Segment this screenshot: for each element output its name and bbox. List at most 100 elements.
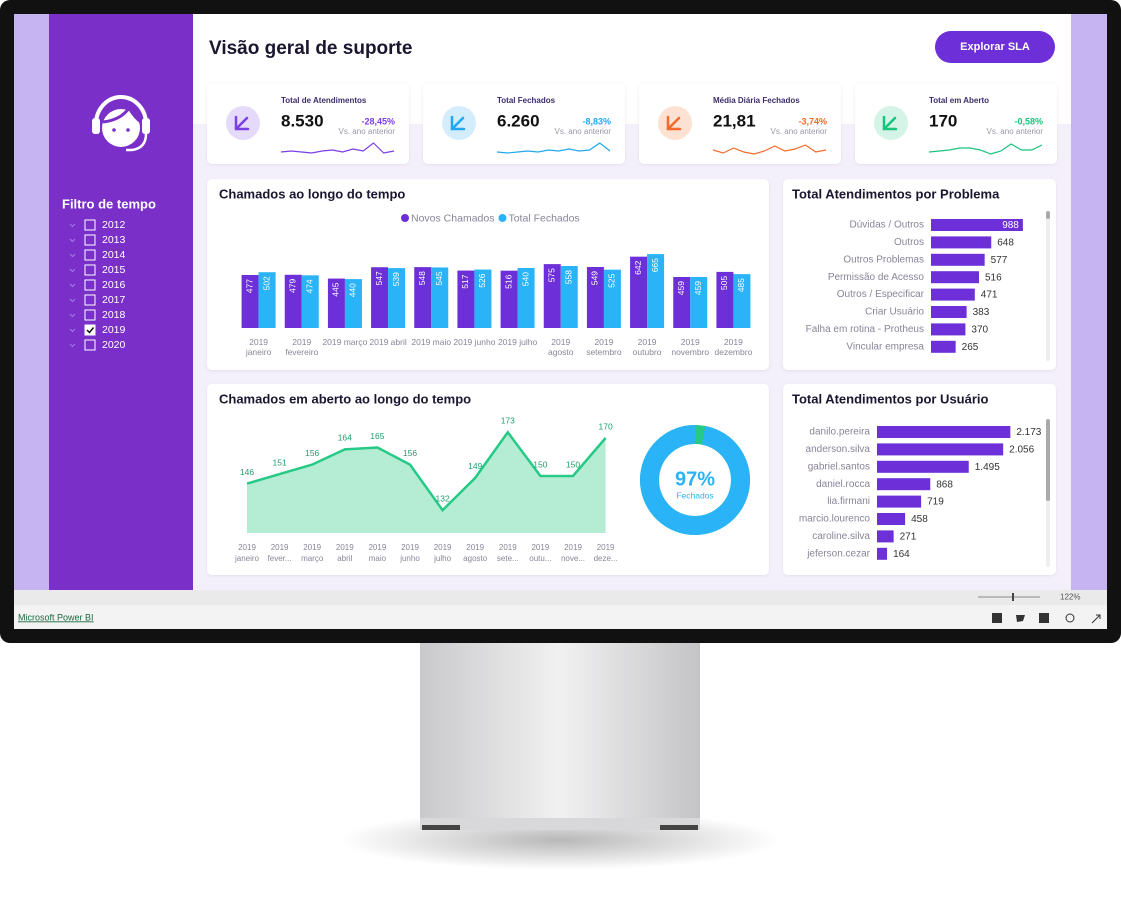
y-tick-label: Outros / Especificar: [837, 289, 925, 300]
expand-icon[interactable]: [1091, 614, 1101, 624]
kpi-icon: [234, 115, 250, 131]
bar-value-label: 459: [676, 281, 686, 295]
x-tick-label: 2019 sete...: [496, 543, 519, 563]
bar: [931, 288, 975, 301]
checkbox[interactable]: [84, 264, 96, 276]
x-tick-label: 2019 deze...: [593, 543, 618, 563]
kpi-change: -8,83%: [582, 116, 611, 126]
kpi-card: [855, 84, 1057, 164]
legend-swatch: [498, 214, 507, 222]
bar: [877, 530, 894, 543]
filter-title: Filtro de tempo: [62, 196, 156, 211]
bar-value-label: 471: [981, 290, 998, 301]
legend-swatch: [401, 214, 409, 222]
kpi-change: -0,58%: [1014, 116, 1043, 126]
scroll-thumb[interactable]: [1046, 419, 1050, 501]
x-tick-label: 2019 abril: [369, 337, 407, 347]
bar: [877, 478, 931, 491]
brand-link[interactable]: Microsoft Power BI: [18, 612, 94, 622]
checkbox[interactable]: [84, 234, 96, 246]
year-label: 2019: [102, 324, 126, 336]
kpi-title: Total Fechados: [497, 96, 556, 105]
bar: [931, 271, 979, 284]
area-fill: [247, 432, 606, 533]
sla-button-label[interactable]: Explorar SLA: [960, 41, 1030, 53]
bar-value-label: 1.495: [975, 462, 1000, 473]
bar: [877, 443, 1004, 456]
point-label: 170: [599, 421, 613, 431]
x-tick-label: 2019 novembro: [671, 337, 710, 357]
headset-band: [94, 95, 148, 125]
checkbox[interactable]: [84, 294, 96, 306]
bar-value-label: 548: [417, 271, 427, 285]
scrollbar[interactable]: [1046, 211, 1050, 361]
y-tick-label: Outros Problemas: [843, 254, 924, 265]
x-tick-label: 2019 setembro: [586, 337, 622, 357]
bar-value-label: 485: [736, 278, 746, 292]
bar-value-label: 2.056: [1009, 445, 1034, 456]
zoom-thumb[interactable]: [1012, 593, 1014, 601]
chart-title: Total Atendimentos por Usuário: [792, 391, 989, 406]
year-label: 2020: [102, 339, 126, 351]
bar: [877, 460, 969, 473]
bar: [258, 272, 276, 328]
y-tick-label: Criar Usuário: [865, 307, 924, 318]
bar-value-label: 2.173: [1016, 427, 1041, 438]
x-tick-label: 2019 agosto: [547, 337, 574, 357]
year-label: 2012: [102, 219, 126, 231]
checkbox[interactable]: [84, 219, 96, 231]
bar-value-label: 575: [547, 268, 557, 282]
zoom-bar: [14, 590, 1107, 605]
bar: [931, 253, 985, 266]
y-tick-label: gabriel.santos: [808, 461, 870, 472]
x-tick-label: 2019 maio: [411, 337, 452, 347]
point-label: 156: [305, 448, 319, 458]
bar: [931, 340, 956, 353]
x-tick-label: 2019 junho: [400, 543, 420, 563]
checkbox[interactable]: [84, 309, 96, 321]
bar-value-label: 474: [305, 279, 315, 293]
y-tick-label: Vincular empresa: [846, 341, 924, 352]
face: [102, 109, 140, 147]
twitter-icon[interactable]: [1016, 615, 1025, 622]
scroll-thumb[interactable]: [1046, 211, 1050, 219]
checkbox[interactable]: [84, 339, 96, 351]
y-tick-label: Outros: [894, 237, 924, 248]
kpi-card: [207, 84, 409, 164]
kpi-change: -28,45%: [361, 116, 395, 126]
kpi-icon: [450, 115, 466, 131]
bar-value-label: 516: [985, 272, 1002, 283]
checkbox[interactable]: [84, 249, 96, 261]
expand-chevron: [69, 253, 76, 258]
bar-value-label: 539: [391, 272, 401, 286]
footer: [14, 605, 1107, 629]
bar: [388, 268, 406, 328]
checkbox[interactable]: [84, 279, 96, 291]
bar: [673, 277, 691, 328]
kpi-value: 6.260: [497, 111, 540, 130]
bar-value-label: 516: [503, 274, 513, 288]
bar: [716, 271, 734, 328]
ear-cup: [142, 118, 150, 134]
bar-value-label: 459: [693, 281, 703, 295]
sla-button[interactable]: [935, 31, 1055, 63]
bar-value-label: 525: [607, 273, 617, 287]
bar-value-label: 642: [633, 260, 643, 274]
expand-chevron: [69, 238, 76, 243]
expand-chevron: [69, 328, 76, 333]
bar-value-label: 502: [261, 276, 271, 290]
point-label: 151: [273, 457, 287, 467]
donut-label: Fechados: [676, 490, 713, 500]
chart-title: Chamados ao longo do tempo: [219, 186, 405, 201]
linkedin-icon[interactable]: [1039, 613, 1049, 623]
expand-chevron: [69, 298, 76, 303]
year-label: 2017: [102, 294, 126, 306]
y-tick-label: lia.firmani: [827, 496, 870, 507]
share-icon[interactable]: [1065, 613, 1075, 623]
expand-chevron: [69, 223, 76, 228]
sparkline: [496, 142, 611, 154]
facebook-icon[interactable]: [992, 613, 1002, 623]
bar: [457, 270, 475, 328]
checkbox[interactable]: [84, 324, 96, 336]
year-label: 2015: [102, 264, 126, 276]
